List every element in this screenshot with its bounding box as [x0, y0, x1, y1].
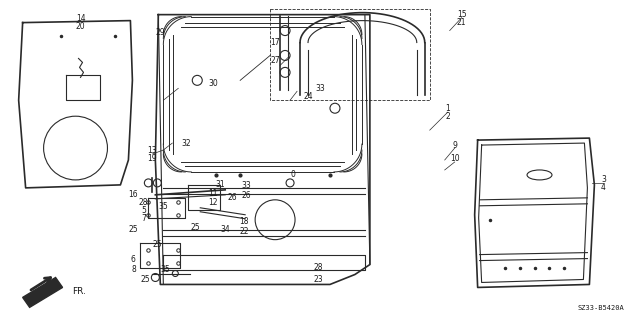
Text: 3: 3 — [601, 175, 606, 184]
Text: 25: 25 — [141, 275, 150, 284]
Text: 16: 16 — [129, 190, 138, 199]
Text: 23: 23 — [313, 275, 323, 284]
Text: FR.: FR. — [72, 287, 86, 296]
Text: 10: 10 — [450, 154, 460, 163]
Text: 14: 14 — [75, 14, 86, 23]
Text: 18: 18 — [240, 217, 249, 226]
Text: 34: 34 — [221, 225, 230, 234]
Text: 28: 28 — [139, 198, 148, 207]
Text: 4: 4 — [601, 183, 606, 192]
Text: 26: 26 — [228, 193, 237, 202]
Text: 20: 20 — [75, 22, 86, 31]
Text: 28: 28 — [313, 263, 323, 272]
Text: 24: 24 — [303, 92, 313, 101]
Text: 26: 26 — [242, 191, 251, 200]
Text: 5: 5 — [141, 206, 146, 215]
Text: 19: 19 — [148, 154, 157, 163]
Text: 13: 13 — [148, 146, 157, 155]
Text: 35: 35 — [160, 265, 170, 274]
Text: 32: 32 — [181, 139, 191, 148]
Text: 6: 6 — [131, 255, 136, 264]
Text: 30: 30 — [209, 79, 218, 88]
Text: 17: 17 — [270, 38, 280, 47]
Text: 8: 8 — [131, 265, 136, 274]
Text: 9: 9 — [452, 140, 457, 149]
Text: 1: 1 — [445, 104, 450, 113]
Text: 33: 33 — [315, 84, 325, 93]
Text: SZ33-B5420A: SZ33-B5420A — [578, 305, 624, 311]
Text: 11: 11 — [209, 189, 218, 198]
Text: 15: 15 — [457, 10, 467, 19]
Text: 25: 25 — [129, 225, 138, 234]
Text: 0: 0 — [290, 171, 295, 180]
Text: 12: 12 — [209, 198, 218, 207]
Text: 2: 2 — [445, 112, 450, 121]
Text: 29: 29 — [155, 28, 165, 37]
Text: 7: 7 — [141, 214, 146, 223]
Polygon shape — [23, 277, 63, 307]
Text: 25: 25 — [153, 240, 162, 249]
Text: 25: 25 — [190, 223, 200, 232]
Text: 27: 27 — [270, 56, 280, 65]
Text: 31: 31 — [216, 180, 225, 189]
Text: 35: 35 — [158, 202, 168, 211]
Text: 33: 33 — [242, 181, 251, 190]
Text: 21: 21 — [457, 18, 467, 27]
Text: 22: 22 — [240, 227, 249, 236]
